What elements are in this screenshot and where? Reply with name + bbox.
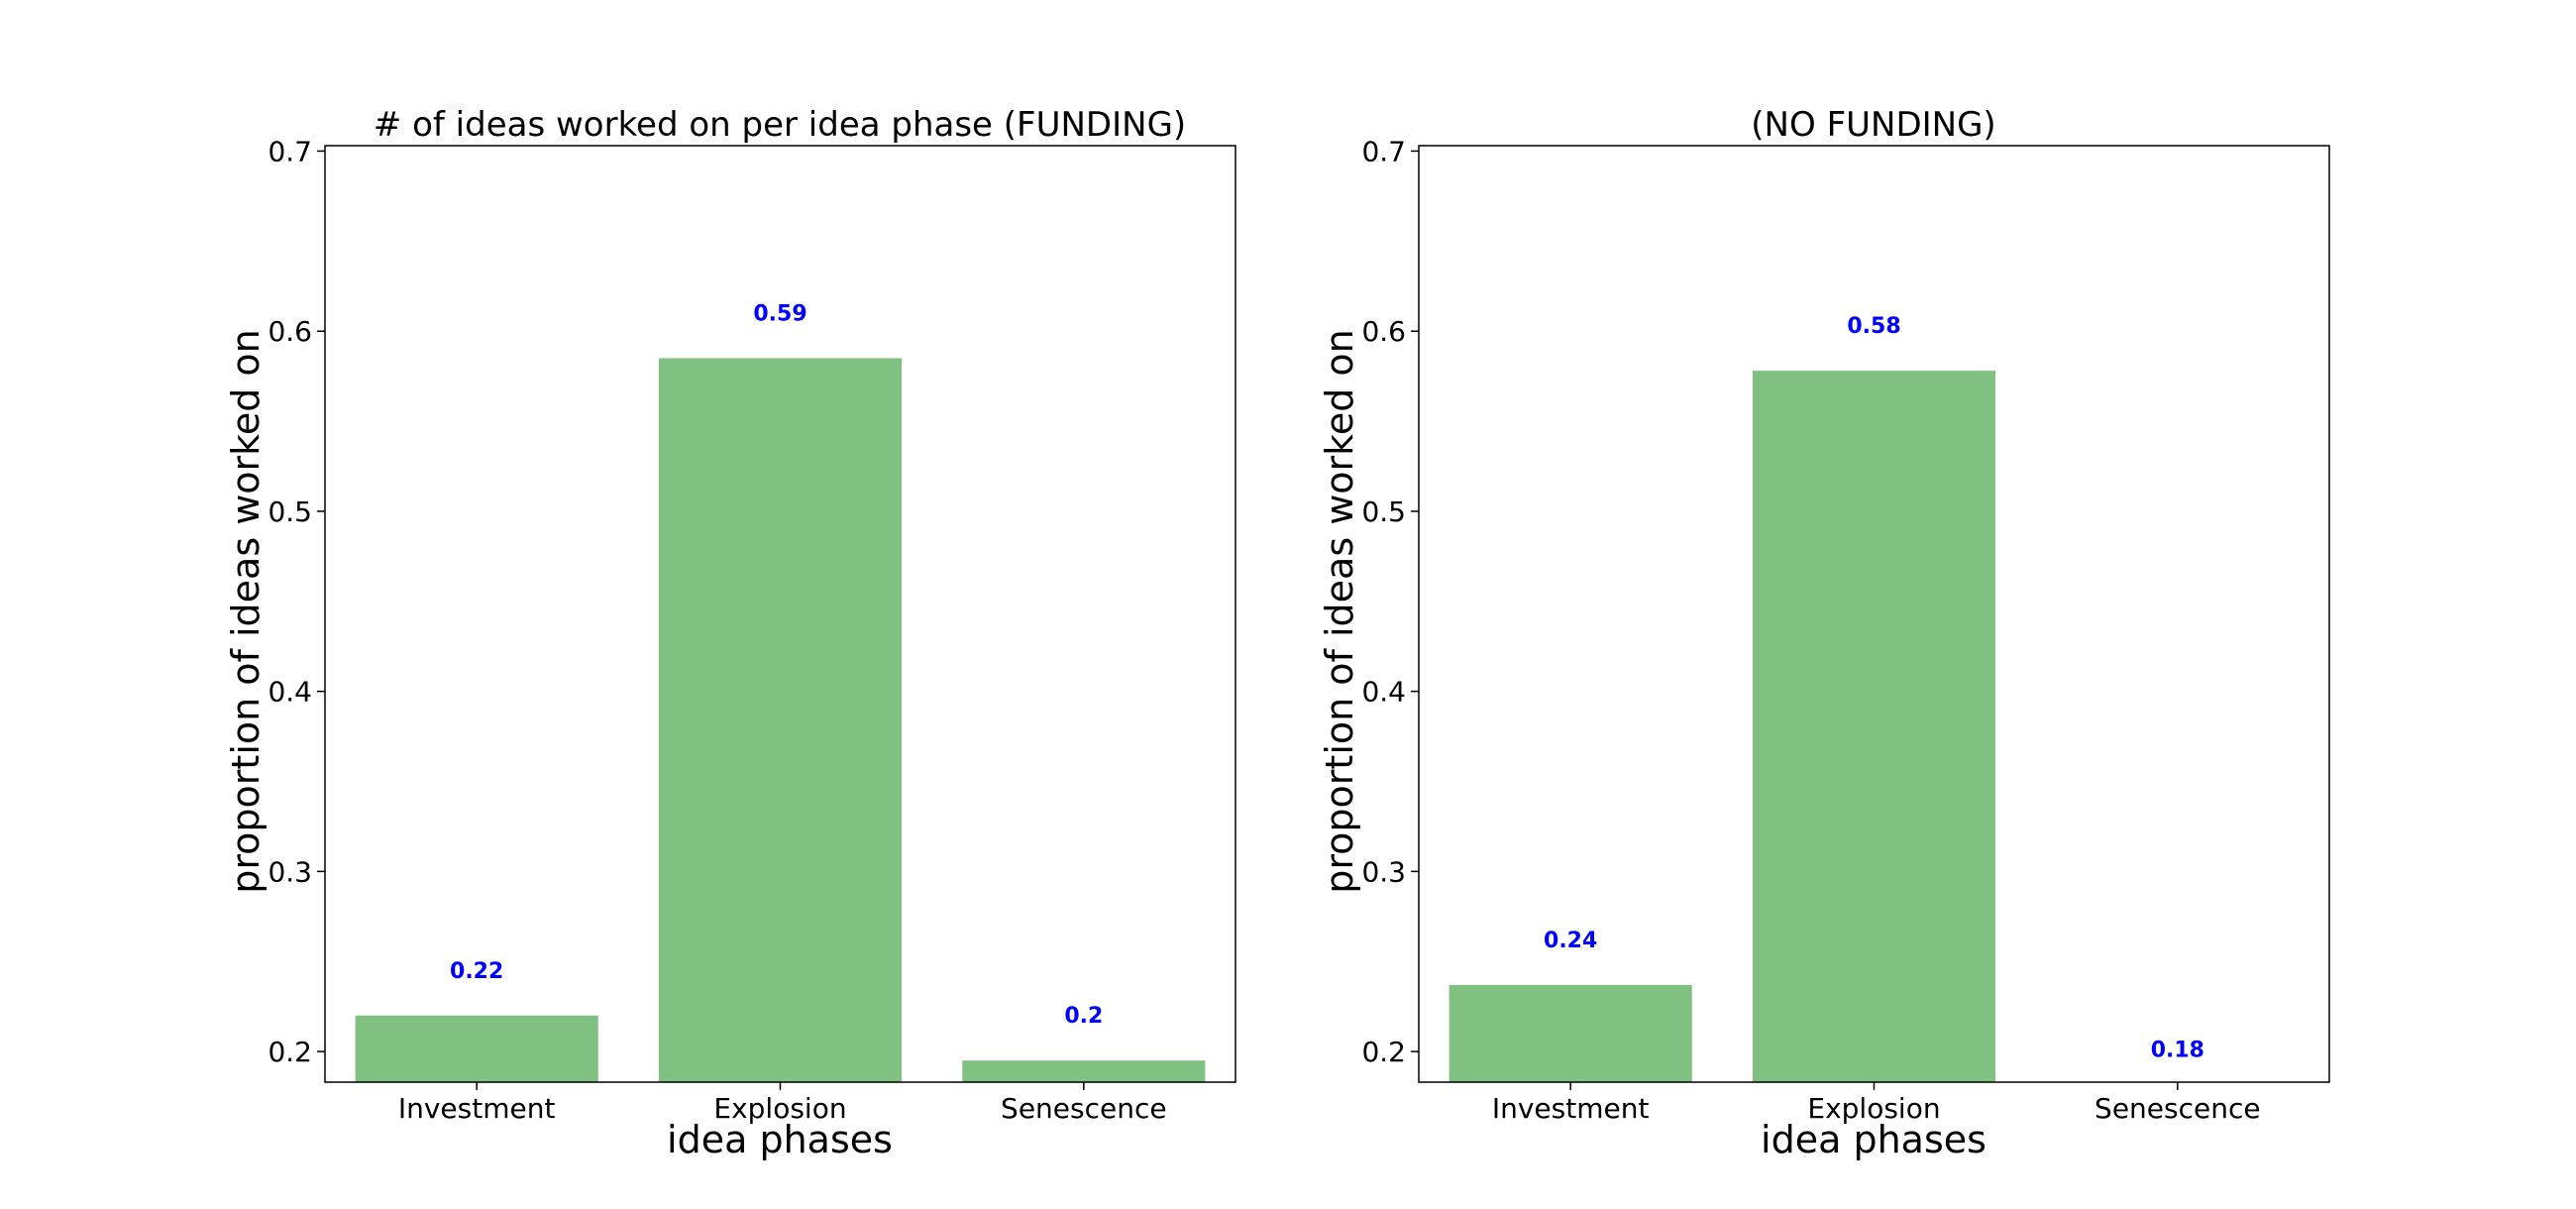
data-label-investment: 0.24 [1544, 929, 1597, 953]
y-tick-label: 0.4 [268, 676, 312, 709]
y-tick-label: 0.6 [268, 315, 312, 348]
data-label-senescence: 0.18 [2151, 1039, 2204, 1063]
x-tick-label: Explosion [713, 1092, 846, 1125]
x-tick-label: Investment [398, 1092, 556, 1125]
data-label-investment: 0.22 [450, 959, 503, 984]
y-axis-label: proportion of ideas worked on [224, 329, 268, 893]
y-tick-label: 0.5 [1361, 495, 1406, 528]
bar-explosion [1752, 371, 1996, 1082]
y-tick-label: 0.3 [268, 855, 312, 888]
bars [355, 358, 1206, 1082]
y-axis-label: proportion of ideas worked on [1318, 329, 1361, 893]
x-axis-label: idea phases [1761, 1118, 1986, 1161]
x-tick-label: Senescence [2094, 1092, 2261, 1125]
x-tick-label: Senescence [1001, 1092, 1167, 1125]
chart-panel-no-funding: (NO FUNDING) proportion of ideas worked … [1318, 105, 2330, 1161]
chart-title: (NO FUNDING) [1751, 105, 1995, 145]
bars [1449, 371, 1996, 1082]
y-tick-label: 0.7 [1361, 135, 1406, 167]
data-label-explosion: 0.58 [1847, 314, 1900, 339]
plot-area-funding: 0.22 Investment 0.59 Explosion 0.2 Senescence… [268, 135, 1236, 1125]
x-tick-label: Explosion [1807, 1092, 1940, 1125]
bar-investment [355, 1015, 598, 1082]
bar-investment [1449, 984, 1692, 1082]
chart-panel-funding: # of ideas worked on per idea phase (FUN… [224, 105, 1236, 1161]
bar-explosion [658, 358, 903, 1082]
x-tick-label: Investment [1492, 1092, 1650, 1125]
plot-frame [1418, 145, 2330, 1083]
y-tick-label: 0.5 [268, 495, 312, 528]
x-axis-label: idea phases [667, 1118, 893, 1161]
y-tick-label: 0.2 [1361, 1036, 1406, 1068]
data-label-senescence: 0.2 [1064, 1004, 1103, 1029]
y-tick-label: 0.2 [268, 1036, 312, 1068]
plot-frame [324, 145, 1236, 1083]
y-tick-label: 0.3 [1361, 855, 1406, 888]
y-tick-label: 0.7 [268, 135, 312, 167]
bar-senescence [962, 1060, 1206, 1082]
data-label-explosion: 0.59 [753, 301, 806, 326]
chart-title: # of ideas worked on per idea phase (FUN… [374, 105, 1186, 145]
plot-area-no-funding: 0.24 Investment 0.58 Explosion 0.18 Senescenc… [1361, 135, 2330, 1125]
y-tick-label: 0.6 [1361, 315, 1406, 348]
y-tick-label: 0.4 [1361, 676, 1406, 709]
